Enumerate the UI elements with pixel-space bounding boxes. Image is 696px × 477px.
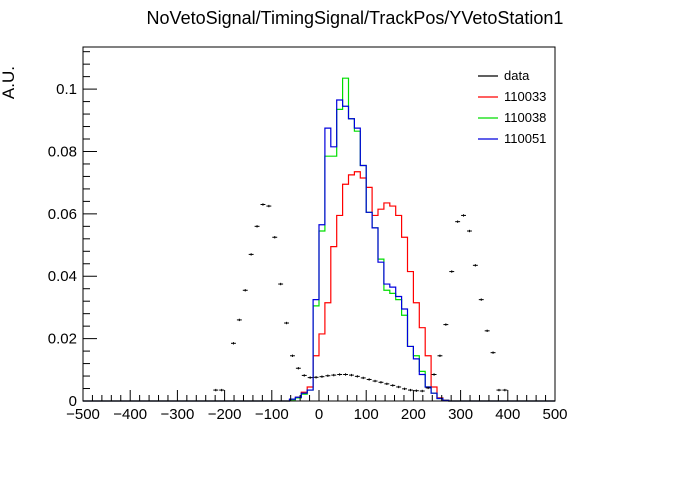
- y-tick-label: 0: [69, 393, 77, 410]
- y-tick-label: 0.04: [48, 268, 77, 285]
- y-axis-label: A.U.: [0, 66, 18, 99]
- chart-title: NoVetoSignal/TimingSignal/TrackPos/YVeto…: [147, 8, 564, 28]
- legend-label-data: data: [504, 68, 530, 83]
- x-tick-label: −500: [66, 406, 100, 423]
- x-tick-label: −300: [161, 406, 195, 423]
- y-tick-label: 0.06: [48, 206, 77, 223]
- legend-label-110038: 110038: [504, 110, 546, 125]
- y-tick-label: 0.02: [48, 331, 77, 348]
- x-tick-label: 100: [354, 406, 379, 423]
- axes: −500 −400 −300 −200 −100 0 100 200 300 400 500 0 0.0…: [48, 46, 568, 423]
- x-tick-label: 300: [448, 406, 473, 423]
- y-tick-label: 0.1: [56, 81, 77, 98]
- x-tick-label: 0: [315, 406, 323, 423]
- x-tick-label: −400: [113, 406, 147, 423]
- legend-label-110051: 110051: [504, 131, 546, 146]
- x-tick-label: −100: [255, 406, 289, 423]
- x-tick-label: −200: [208, 406, 242, 423]
- y-tick-label: 0.08: [48, 143, 77, 160]
- x-tick-label: 400: [495, 406, 520, 423]
- x-tick-label: 200: [401, 406, 426, 423]
- plot-area: [83, 77, 555, 402]
- legend: data 110033 110038 110051: [478, 68, 546, 146]
- legend-label-110033: 110033: [504, 89, 546, 104]
- x-tick-label: 500: [542, 406, 567, 423]
